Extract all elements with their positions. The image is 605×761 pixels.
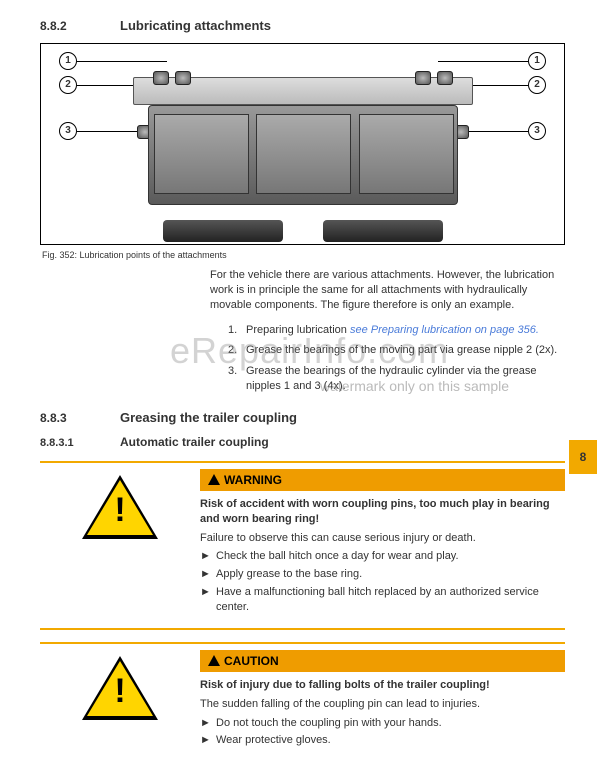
step-1-text: Preparing lubrication see Preparing lubr…: [246, 323, 539, 338]
section-number-8831: 8.8.3.1: [40, 437, 120, 449]
callout-1-left: 1: [59, 52, 77, 70]
chapter-tab: 8: [569, 440, 597, 474]
caution-lead: Risk of injury due to falling bolts of t…: [200, 678, 565, 693]
warning-bullet: Have a malfunctioning ball hitch replace…: [216, 585, 565, 615]
figure-caption: Fig. 352: Lubrication points of the atta…: [40, 247, 565, 260]
section-title-8831: Automatic trailer coupling: [120, 435, 269, 449]
section-title-883: Greasing the trailer coupling: [120, 410, 297, 425]
callout-3-left: 3: [59, 122, 77, 140]
bullet-arrow-icon: ►: [200, 716, 216, 731]
step-number: 1.: [228, 323, 246, 338]
step-number: 3.: [228, 364, 246, 394]
warning-header: WARNING: [200, 469, 565, 491]
bullet-arrow-icon: ►: [200, 549, 216, 564]
warning-symbol-icon: [208, 474, 220, 485]
section-title-882: Lubricating attachments: [120, 18, 271, 33]
step-2-text: Grease the bearings of the moving part v…: [246, 343, 557, 358]
warning-body: Failure to observe this can cause seriou…: [200, 531, 565, 546]
caution-bullet: Wear protective gloves.: [216, 733, 331, 748]
caution-body: The sudden falling of the coupling pin c…: [200, 697, 565, 712]
callout-3-right: 3: [528, 122, 546, 140]
caution-triangle-icon: !: [82, 656, 158, 720]
callout-2-right: 2: [528, 76, 546, 94]
figure-352: 1 2 3 1 2 3: [40, 43, 565, 245]
caution-header: CAUTION: [200, 650, 565, 672]
section-number-882: 8.8.2: [40, 19, 120, 33]
cross-ref-link[interactable]: see Preparing lubrication on page 356.: [350, 324, 539, 336]
notice-rule: [40, 628, 565, 630]
bullet-arrow-icon: ►: [200, 733, 216, 748]
caution-block: ! CAUTION Risk of injury due to falling …: [40, 642, 565, 761]
warning-triangle-icon: !: [82, 475, 158, 539]
warning-symbol-icon: [208, 655, 220, 666]
step-number: 2.: [228, 343, 246, 358]
warning-bullet: Apply grease to the base ring.: [216, 567, 362, 582]
section-number-883: 8.8.3: [40, 411, 120, 425]
callout-1-right: 1: [528, 52, 546, 70]
attachment-illustration: [133, 77, 473, 227]
callout-2-left: 2: [59, 76, 77, 94]
step-3-text: Grease the bearings of the hydraulic cyl…: [246, 364, 565, 394]
leader-line: [77, 61, 167, 62]
warning-block: ! WARNING Risk of accident with worn cou…: [40, 461, 565, 630]
bullet-arrow-icon: ►: [200, 585, 216, 615]
warning-bullet: Check the ball hitch once a day for wear…: [216, 549, 459, 564]
caution-bullet: Do not touch the coupling pin with your …: [216, 716, 442, 731]
intro-paragraph: For the vehicle there are various attach…: [210, 268, 565, 313]
bullet-arrow-icon: ►: [200, 567, 216, 582]
leader-line: [438, 61, 528, 62]
warning-lead: Risk of accident with worn coupling pins…: [200, 497, 565, 527]
